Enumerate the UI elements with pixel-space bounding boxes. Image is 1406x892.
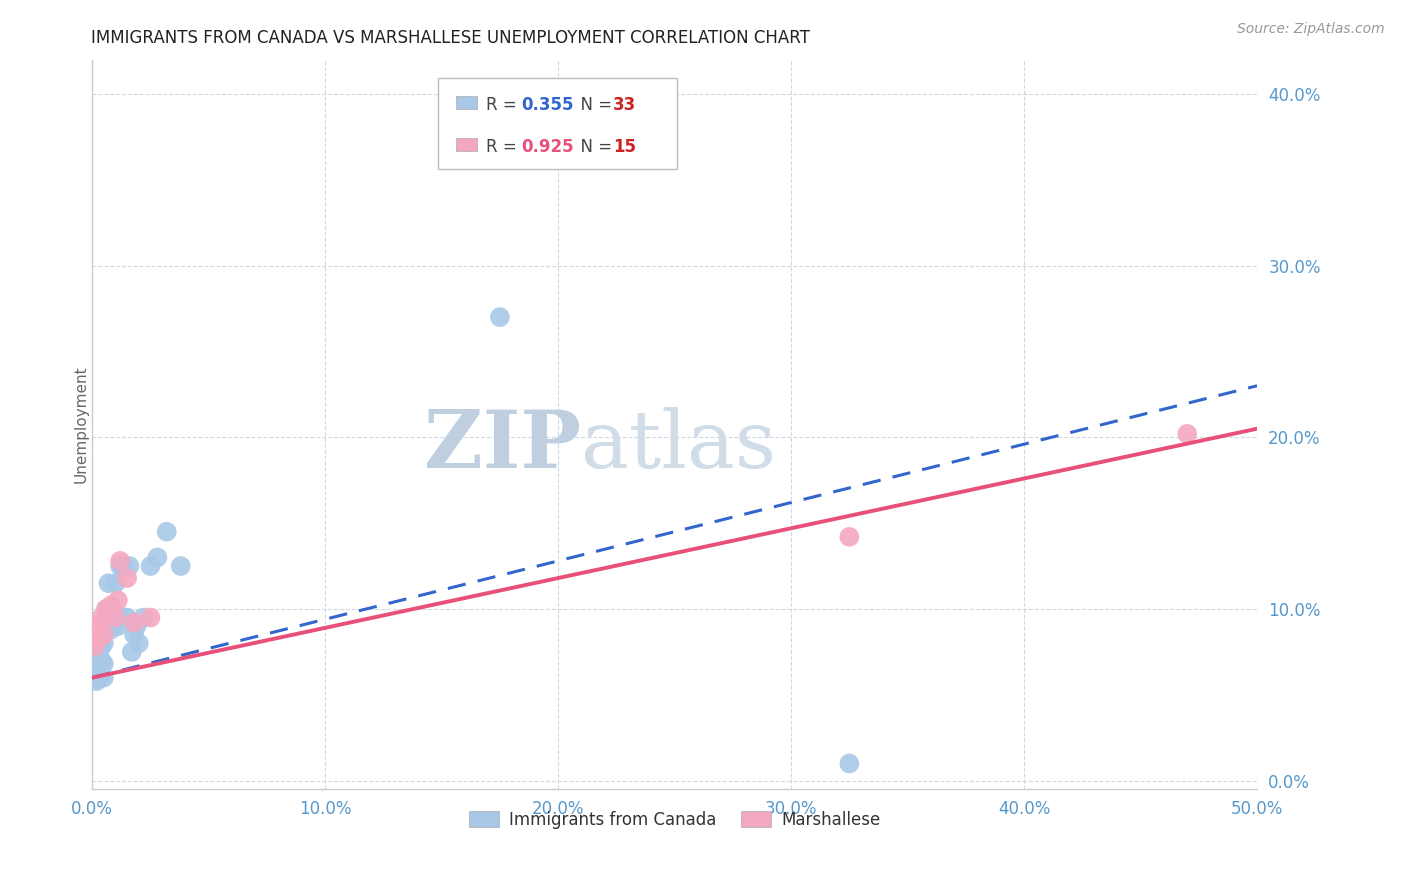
Point	[96, 602, 118, 616]
Point	[838, 756, 860, 771]
Point	[108, 554, 131, 568]
Point	[93, 636, 115, 650]
Point	[121, 645, 143, 659]
Point	[107, 593, 129, 607]
Text: R =: R =	[486, 96, 522, 114]
Point	[97, 602, 120, 616]
Point	[100, 623, 122, 637]
Point	[89, 671, 111, 685]
Point	[100, 599, 122, 613]
Point	[125, 619, 148, 633]
Point	[139, 559, 162, 574]
Point	[89, 657, 111, 671]
Text: 0.925: 0.925	[520, 138, 574, 156]
Point	[90, 640, 112, 654]
Point	[89, 619, 111, 633]
Text: 0.355: 0.355	[520, 96, 574, 114]
Point	[122, 628, 145, 642]
Point	[93, 657, 115, 671]
Point	[101, 619, 124, 633]
Point	[104, 610, 127, 624]
Point	[104, 576, 127, 591]
Text: 33: 33	[613, 96, 636, 114]
Legend: Immigrants from Canada, Marshallese: Immigrants from Canada, Marshallese	[463, 805, 887, 836]
Point	[128, 636, 150, 650]
Bar	[456, 138, 477, 152]
Point	[115, 610, 138, 624]
Text: 15: 15	[613, 138, 636, 156]
Point	[83, 640, 105, 654]
Point	[86, 632, 108, 647]
Point	[108, 559, 131, 574]
Text: N =: N =	[569, 138, 617, 156]
Text: N =: N =	[569, 96, 617, 114]
Point	[90, 653, 112, 667]
Point	[156, 524, 179, 539]
Point	[96, 602, 118, 616]
Text: ZIP: ZIP	[425, 408, 582, 485]
Point	[1175, 426, 1198, 441]
Point	[118, 559, 141, 574]
Point	[93, 628, 115, 642]
Point	[139, 610, 162, 624]
Text: Source: ZipAtlas.com: Source: ZipAtlas.com	[1237, 22, 1385, 37]
Point	[90, 610, 112, 624]
Point	[86, 674, 108, 689]
Point	[132, 610, 155, 624]
FancyBboxPatch shape	[439, 78, 676, 169]
Text: R =: R =	[486, 138, 522, 156]
Point	[111, 559, 134, 574]
Point	[89, 645, 111, 659]
Text: IMMIGRANTS FROM CANADA VS MARSHALLESE UNEMPLOYMENT CORRELATION CHART: IMMIGRANTS FROM CANADA VS MARSHALLESE UN…	[91, 29, 810, 46]
Point	[107, 619, 129, 633]
Point	[83, 662, 105, 676]
Point	[97, 576, 120, 591]
Point	[115, 571, 138, 585]
Point	[146, 550, 169, 565]
Point	[170, 559, 193, 574]
Bar	[456, 96, 477, 110]
Point	[489, 310, 512, 325]
Point	[122, 615, 145, 630]
Point	[93, 671, 115, 685]
Point	[114, 610, 136, 624]
Point	[838, 530, 860, 544]
Point	[86, 653, 108, 667]
Text: atlas: atlas	[582, 408, 776, 485]
Point	[90, 667, 112, 681]
Y-axis label: Unemployment: Unemployment	[73, 366, 89, 483]
